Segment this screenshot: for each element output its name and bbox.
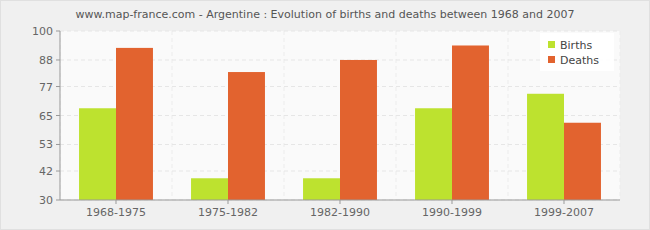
tick (56, 144, 60, 145)
background (1, 1, 650, 230)
bar (527, 94, 564, 200)
legend-label: Births (560, 39, 592, 52)
legend-box (540, 33, 614, 71)
tick (56, 171, 60, 172)
plot-area (60, 31, 620, 200)
tick (56, 115, 60, 116)
y-axis (60, 31, 61, 200)
tick-x (452, 200, 453, 204)
tick-label: 88 (39, 54, 53, 67)
tick-label: 30 (39, 194, 53, 207)
bars (79, 45, 601, 200)
tick-x (564, 200, 565, 204)
bar (116, 48, 153, 200)
tick (56, 31, 60, 32)
tick-x (228, 200, 229, 204)
bar (564, 123, 601, 200)
legend-swatch (548, 41, 555, 48)
category-label: 1968-1975 (86, 206, 146, 219)
legend: Births Deaths (540, 33, 614, 71)
tick-label: 65 (39, 110, 53, 123)
tick-label: 53 (39, 138, 53, 151)
category-label: 1975-1982 (198, 206, 258, 219)
tick (56, 200, 60, 201)
bar (79, 108, 116, 200)
bar (340, 60, 377, 200)
tick-label: 42 (39, 165, 53, 178)
tick-label: 100 (32, 25, 53, 38)
category-label: 1982-1990 (310, 206, 370, 219)
bar (452, 45, 489, 200)
x-axis (60, 200, 620, 201)
bar (228, 72, 265, 200)
legend-swatch (548, 56, 555, 63)
grid-line-x (60, 31, 61, 200)
tick-x (340, 200, 341, 204)
category-label: 1999-2007 (534, 206, 594, 219)
chart: www.map-france.com - Argentine : Evoluti… (0, 0, 650, 230)
category-label: 1990-1999 (422, 206, 482, 219)
bar (415, 108, 452, 200)
grid-line (60, 31, 620, 32)
tick (56, 59, 60, 60)
title: www.map-france.com - Argentine : Evoluti… (75, 8, 574, 21)
legend-label: Deaths (560, 54, 599, 67)
grid-line (60, 200, 620, 201)
tick-label: 77 (39, 81, 53, 94)
tick-x (116, 200, 117, 204)
bar (303, 178, 340, 200)
bar (191, 178, 228, 200)
tick (56, 86, 60, 87)
